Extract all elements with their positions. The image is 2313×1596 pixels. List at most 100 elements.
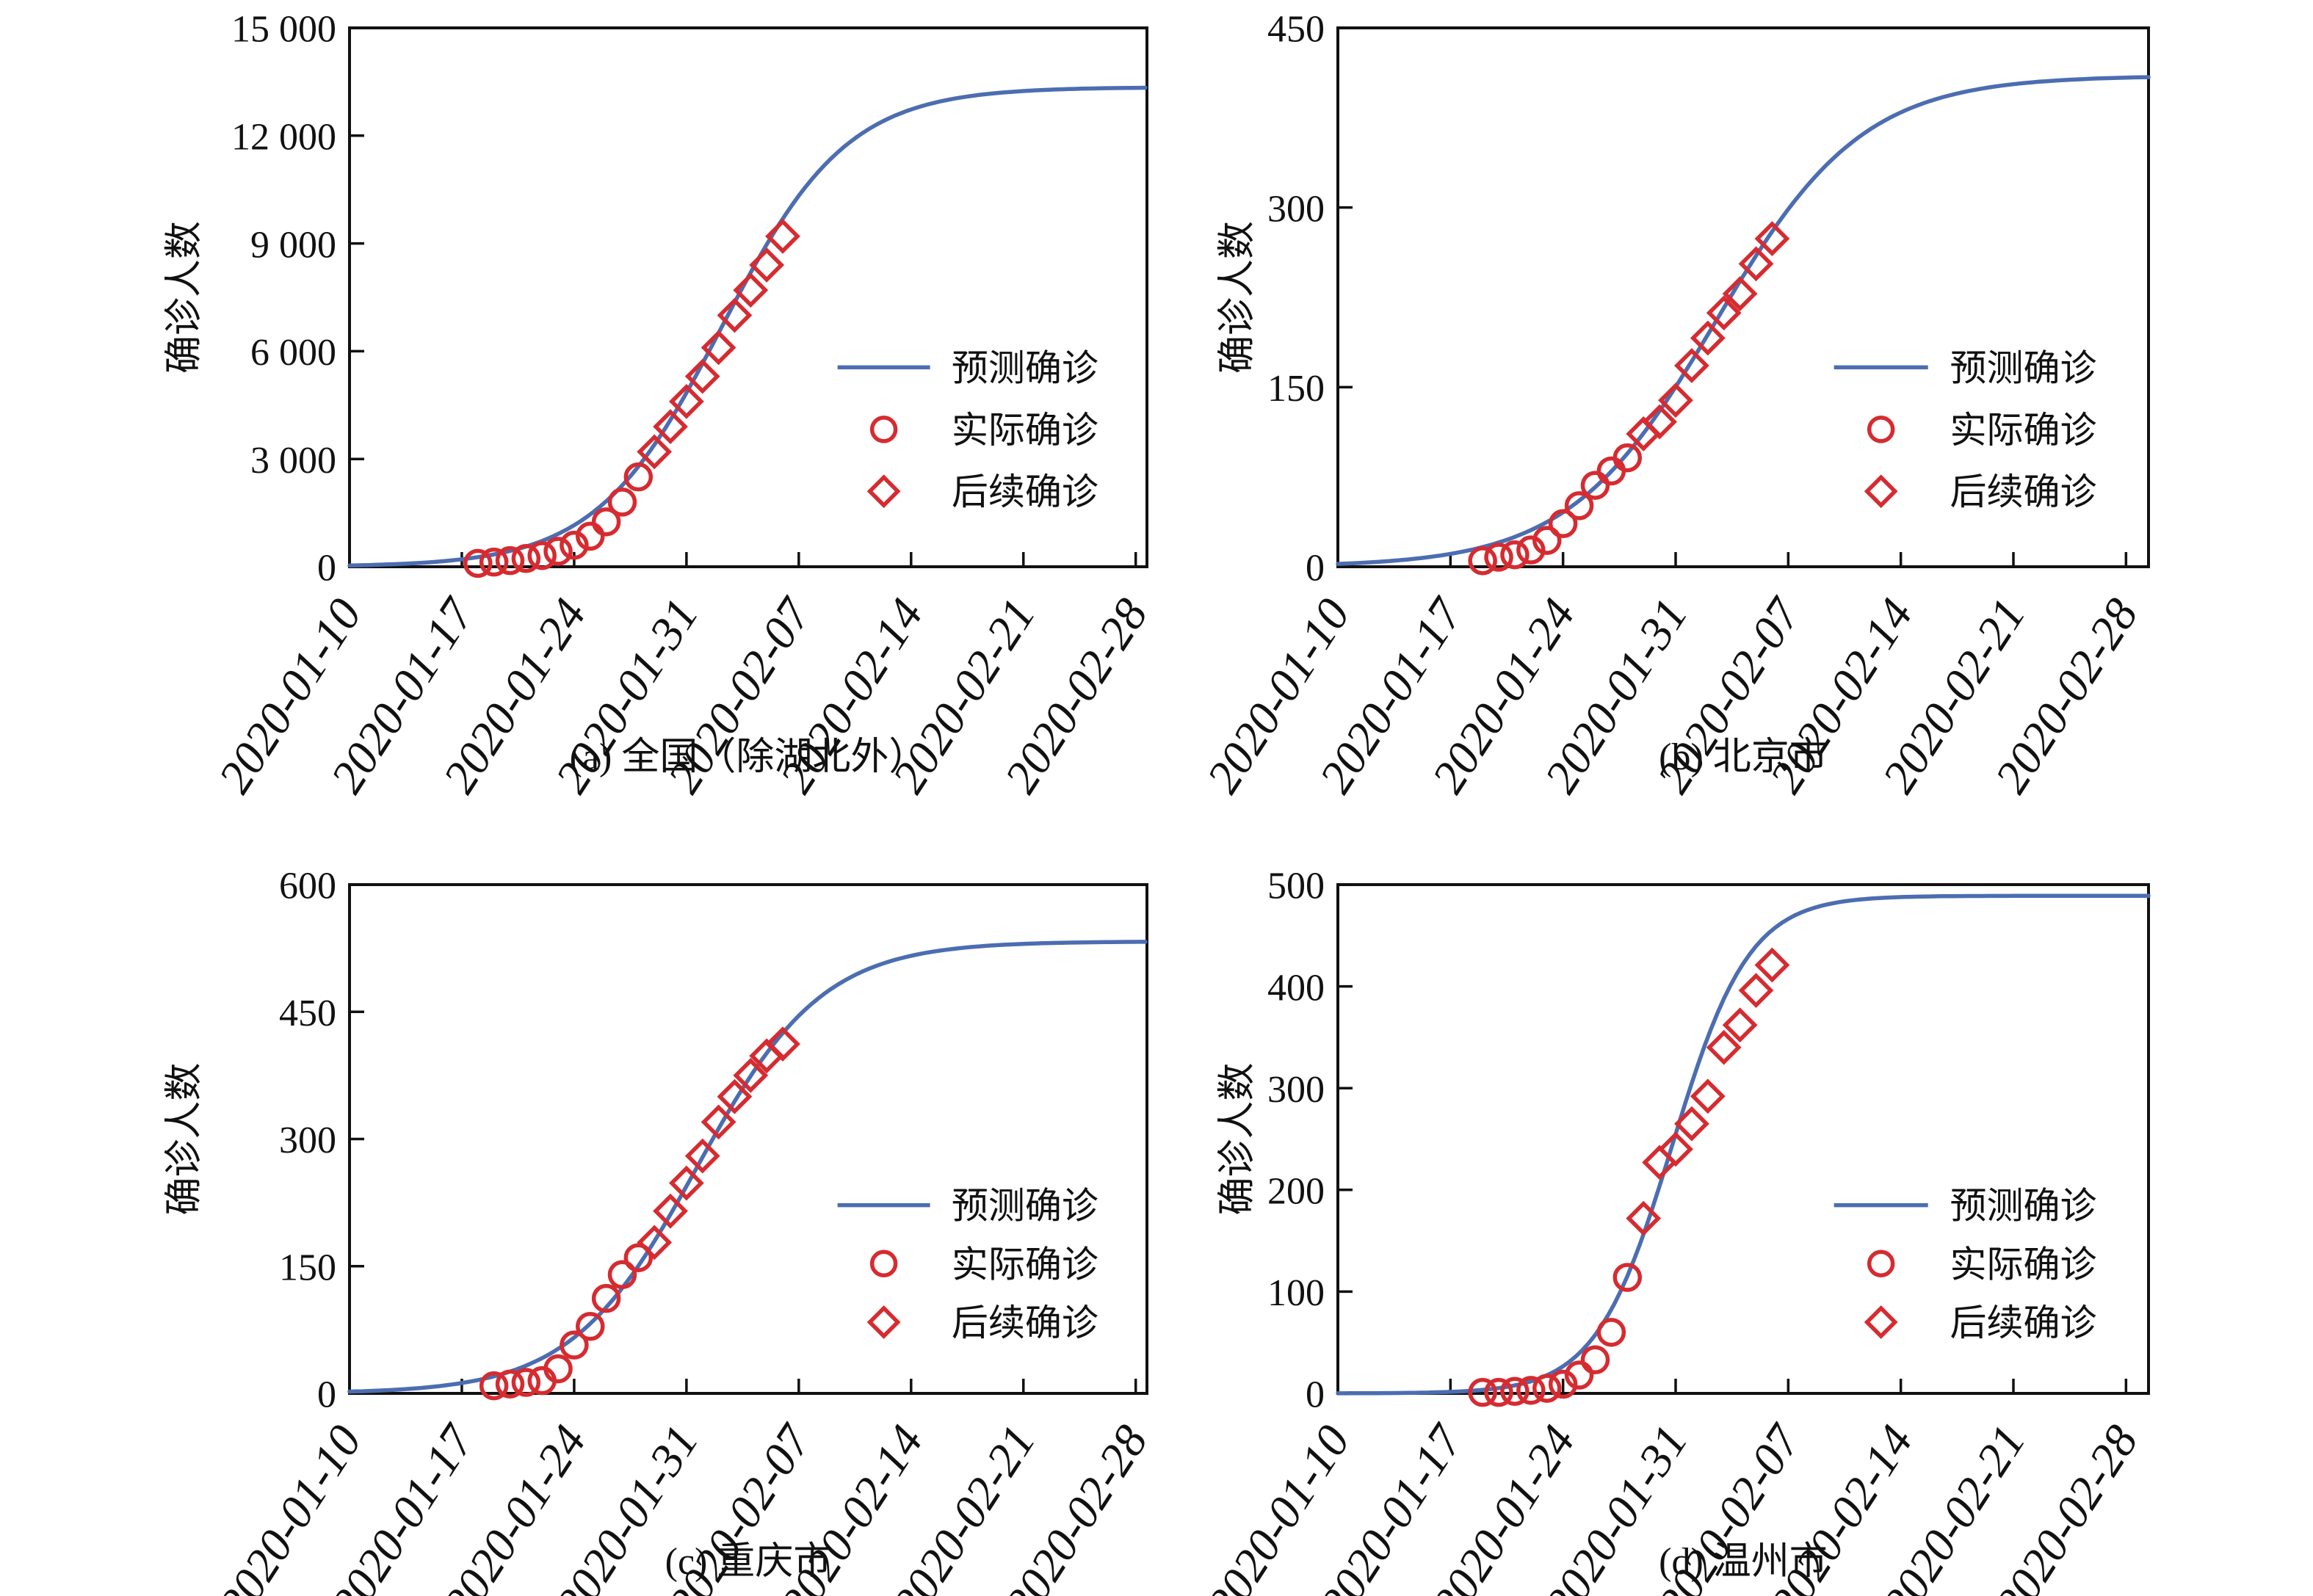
- legend-circle-sample: [869, 1249, 898, 1278]
- subsequent-confirmed-marker: [701, 330, 736, 366]
- actual-confirmed-marker: [576, 521, 605, 551]
- actual-confirmed-marker: [1500, 1376, 1530, 1406]
- subplot-caption: (b) 北京市: [1659, 736, 1828, 778]
- subplot-b: 01503004502020-01-102020-01-172020-01-24…: [1197, 9, 2151, 802]
- y-tick-label: 200: [1267, 1171, 1325, 1213]
- actual-confirmed-marker: [1516, 1376, 1546, 1405]
- actual-confirmed-marker: [1500, 540, 1530, 570]
- y-tick-label: 450: [279, 993, 336, 1034]
- actual-confirmed-marker: [495, 545, 525, 576]
- subsequent-confirmed-marker: [733, 1057, 769, 1093]
- actual-confirmed-marker: [543, 1354, 573, 1384]
- actual-confirmed-marker: [1580, 1345, 1610, 1375]
- actual-confirmed-marker: [623, 1243, 654, 1272]
- legend-diamond-sample: [866, 1305, 901, 1339]
- actual-confirmed-marker: [560, 1330, 589, 1360]
- subsequent-confirmed-marker: [1690, 1078, 1726, 1114]
- y-tick-label: 300: [1267, 1069, 1325, 1111]
- subsequent-confirmed-marker: [668, 384, 704, 419]
- actual-confirmed-marker: [560, 530, 589, 560]
- actual-confirmed-marker: [479, 547, 509, 577]
- actual-confirmed-marker: [1564, 491, 1594, 520]
- actual-confirmed-marker: [1468, 1377, 1497, 1407]
- legend-label: 实际确诊: [952, 1244, 1098, 1285]
- y-tick-label: 6 000: [250, 332, 336, 374]
- subsequent-confirmed-marker: [1722, 1007, 1758, 1043]
- actual-confirmed-marker: [591, 1283, 621, 1313]
- actual-confirmed-marker: [511, 543, 541, 573]
- subplot-caption: (a) 全国（除湖北外）: [570, 736, 927, 778]
- actual-confirmed-marker: [1548, 1369, 1578, 1399]
- y-tick-label: 600: [279, 866, 336, 907]
- subsequent-confirmed-marker: [717, 1078, 753, 1114]
- subsequent-confirmed-marker: [1658, 1131, 1693, 1167]
- legend-diamond-sample: [1864, 1305, 1898, 1339]
- y-axis-title: 确诊人数: [1217, 1062, 1259, 1215]
- subsequent-confirmed-marker: [1754, 221, 1790, 256]
- legend-label: 后续确诊: [1950, 471, 2097, 512]
- actual-confirmed-marker: [1484, 1377, 1513, 1407]
- subsequent-confirmed-marker: [749, 247, 785, 283]
- subplot-d: 01002003004005002020-01-102020-01-172020…: [1197, 866, 2151, 1596]
- actual-confirmed-marker: [1580, 471, 1610, 500]
- subsequent-confirmed-marker: [1738, 973, 1774, 1009]
- legend-label: 预测确诊: [1950, 347, 2097, 388]
- actual-confirmed-marker: [607, 1260, 637, 1290]
- legend-label: 实际确诊: [952, 410, 1098, 451]
- legend-diamond-sample: [1864, 474, 1898, 509]
- actual-confirmed-marker: [1516, 535, 1546, 565]
- y-tick-label: 12 000: [231, 117, 336, 159]
- subsequent-confirmed-marker: [1706, 1029, 1742, 1065]
- subsequent-confirmed-marker: [733, 272, 769, 308]
- actual-confirmed-marker: [1612, 443, 1643, 473]
- subsequent-confirmed-marker: [1674, 1106, 1709, 1142]
- actual-confirmed-marker: [576, 1312, 605, 1341]
- subplot-caption: (c) 重庆市: [665, 1541, 832, 1583]
- actual-confirmed-marker: [1612, 1263, 1643, 1292]
- subsequent-confirmed-marker: [1738, 246, 1774, 282]
- legend-label: 实际确诊: [1950, 410, 2097, 451]
- actual-confirmed-marker: [1532, 526, 1562, 555]
- subsequent-confirmed-marker: [1642, 404, 1677, 440]
- subsequent-confirmed-marker: [684, 358, 720, 394]
- subsequent-confirmed-marker: [1690, 320, 1726, 356]
- actual-confirmed-marker: [495, 1369, 525, 1399]
- legend-circle-sample: [869, 416, 898, 443]
- y-tick-label: 400: [1267, 967, 1325, 1009]
- subsequent-confirmed-marker: [653, 1193, 688, 1229]
- actual-confirmed-marker: [511, 1368, 541, 1397]
- legend-diamond-sample: [866, 474, 901, 509]
- y-tick-label: 150: [279, 1247, 336, 1288]
- subsequent-confirmed-marker: [684, 1138, 720, 1174]
- y-tick-label: 0: [317, 1374, 336, 1416]
- y-tick-label: 150: [1267, 368, 1325, 410]
- actual-confirmed-marker: [623, 462, 654, 492]
- subsequent-confirmed-marker: [1674, 348, 1709, 383]
- y-axis-title: 确诊人数: [1217, 221, 1259, 374]
- y-tick-label: 300: [279, 1120, 336, 1161]
- y-tick-label: 15 000: [231, 9, 336, 51]
- actual-confirmed-marker: [607, 487, 637, 517]
- actual-confirmed-marker: [463, 548, 493, 578]
- y-tick-label: 0: [317, 548, 336, 590]
- legend-label: 预测确诊: [952, 1186, 1098, 1227]
- subsequent-confirmed-marker: [701, 1104, 736, 1140]
- actual-confirmed-marker: [1596, 1318, 1626, 1347]
- y-tick-label: 450: [1267, 9, 1325, 51]
- subsequent-confirmed-marker: [765, 1026, 800, 1062]
- actual-confirmed-marker: [1548, 509, 1578, 539]
- plot-box: [1336, 26, 2150, 568]
- legend-circle-sample: [1867, 1249, 1895, 1278]
- subplot-caption: (d) 温州市: [1659, 1541, 1828, 1583]
- actual-confirmed-marker: [1484, 543, 1513, 572]
- actual-confirmed-marker: [591, 507, 621, 537]
- legend-label: 后续确诊: [952, 1302, 1098, 1343]
- legend-label: 预测确诊: [1950, 1186, 2097, 1227]
- subsequent-confirmed-marker: [637, 434, 673, 470]
- legend-label: 预测确诊: [952, 347, 1098, 388]
- subsequent-confirmed-marker: [717, 297, 753, 333]
- legend-circle-sample: [1867, 416, 1895, 443]
- y-tick-label: 500: [1267, 866, 1325, 907]
- subsequent-confirmed-marker: [1658, 382, 1693, 418]
